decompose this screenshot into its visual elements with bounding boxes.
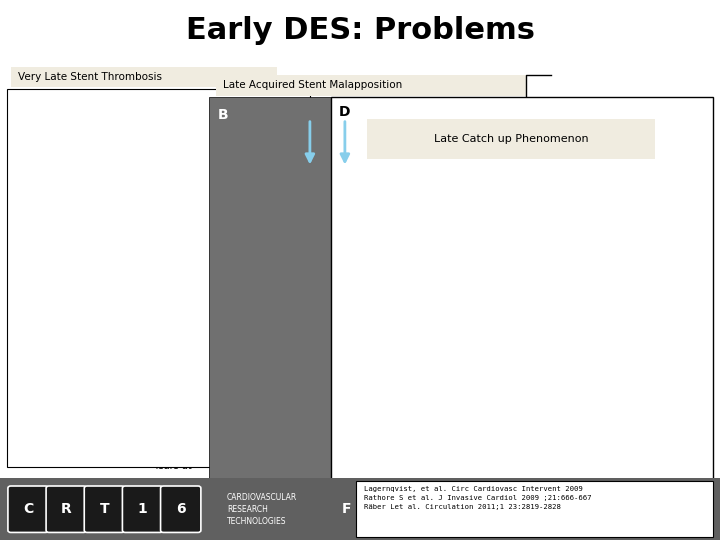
Bar [11,67,277,87]
FancyBboxPatch shape [8,486,48,532]
Text: F: F [342,502,351,516]
Text: Probability: Probability [116,188,181,198]
X-axis label: Years at: Years at [153,461,192,471]
Bar [356,481,713,537]
Bar [0,478,720,540]
Bar [367,119,655,159]
Text: Early DES: Problems: Early DES: Problems [186,16,534,45]
FancyBboxPatch shape [84,486,125,532]
Text: T: T [99,502,109,516]
Y-axis label: Cumulative probability of acute occlusion (%): Cumulative probability of acute occlusio… [24,196,33,371]
Text: C: C [23,502,33,516]
Bar [7,89,310,467]
FancyBboxPatch shape [161,486,201,532]
Text: B: B [217,108,228,122]
Y-axis label: Cumulative Incidence of TLR (%): Cumulative Incidence of TLR (%) [350,247,359,384]
Text: Steady Increase in C: Steady Increase in C [117,157,238,166]
X-axis label: Follow-up (years): Follow-up (years) [496,473,580,483]
Bar [216,75,526,96]
FancyBboxPatch shape [46,486,86,532]
Text: Late Catch up Phenomenon: Late Catch up Phenomenon [434,134,588,144]
Text: Lagernqvist, et al. Circ Cardiovasc Intervent 2009
Rathore S et al. J Invasive C: Lagernqvist, et al. Circ Cardiovasc Inte… [364,486,591,510]
Text: 6: 6 [176,502,186,516]
Bar [209,97,403,486]
Text: The
(n: The (n [202,258,222,279]
Text: Very Late Stent Thrombosis: Very Late Stent Thrombosis [18,72,162,82]
Text: 1: 1 [138,502,148,516]
FancyBboxPatch shape [122,486,163,532]
Text: CARDIOVASCULAR
RESEARCH
TECHNOLOGIES: CARDIOVASCULAR RESEARCH TECHNOLOGIES [227,493,297,525]
Bar [331,97,713,486]
Text: D: D [338,105,350,119]
Text: R: R [61,502,71,516]
Text: Late Acquired Stent Malapposition: Late Acquired Stent Malapposition [223,80,402,90]
